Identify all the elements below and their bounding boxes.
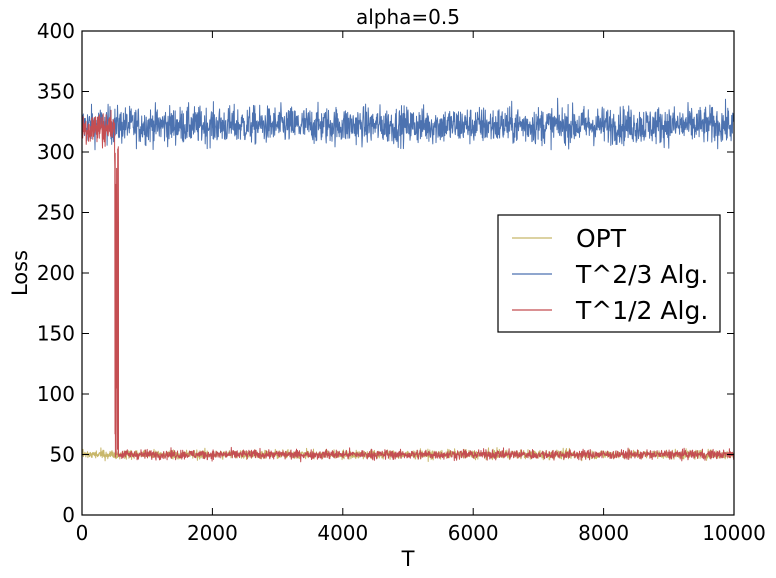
legend-label: T^1/2 Alg.: [575, 296, 708, 325]
x-axis-title: T: [401, 547, 415, 571]
y-tick-label: 300: [37, 140, 75, 164]
legend-label: T^2/3 Alg.: [575, 260, 708, 289]
legend-label: OPT: [576, 224, 627, 253]
y-tick-label: 0: [62, 503, 75, 527]
chart-title: alpha=0.5: [356, 5, 460, 29]
x-tick-label: 4000: [317, 521, 368, 545]
x-tick-label: 10000: [702, 521, 766, 545]
series-layer: [81, 97, 735, 463]
y-tick-label: 350: [37, 80, 75, 104]
y-tick-label: 200: [37, 261, 75, 285]
series-line-2: [81, 109, 735, 463]
legend: OPT T^2/3 Alg. T^1/2 Alg.: [497, 214, 721, 333]
x-tick-label: 0: [76, 521, 89, 545]
x-tick-label: 6000: [448, 521, 499, 545]
y-tick-label: 100: [37, 382, 75, 406]
plot-frame: [81, 30, 735, 516]
y-tick-label: 150: [37, 322, 75, 346]
series-line-1: [81, 97, 735, 151]
x-tick-label: 2000: [187, 521, 238, 545]
y-axis-title: Loss: [8, 250, 32, 296]
y-tick-label: 400: [37, 19, 75, 43]
ticks-layer: 0 2000 4000 6000 8000 10000 0 50 100 150 200 250 300…: [37, 19, 766, 545]
y-tick-label: 50: [50, 443, 75, 467]
y-tick-label: 250: [37, 201, 75, 225]
x-tick-label: 8000: [578, 521, 629, 545]
